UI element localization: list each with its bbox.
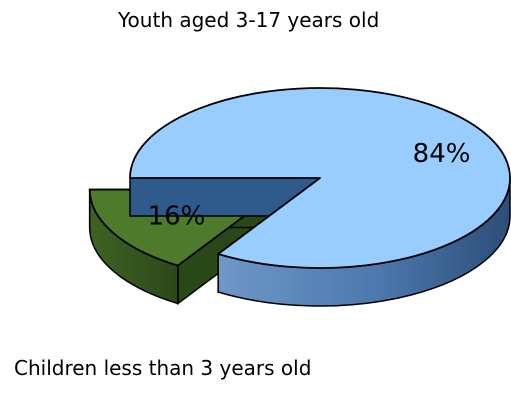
data-label-youth: 84% [413,139,471,169]
data-label-children: 16% [148,201,206,231]
category-label-children: Children less than 3 years old [14,356,311,380]
